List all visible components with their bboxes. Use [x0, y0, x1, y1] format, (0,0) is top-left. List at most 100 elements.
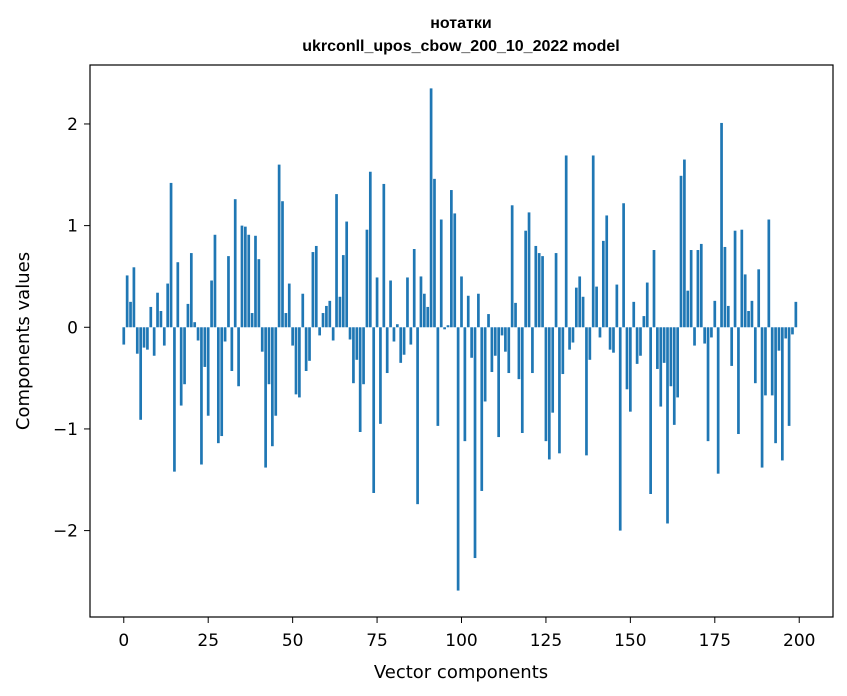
bar [183, 327, 186, 385]
bar [585, 327, 588, 456]
bar [375, 277, 379, 328]
bar [193, 322, 197, 328]
bar [652, 250, 656, 328]
bar [703, 327, 707, 344]
bar [132, 267, 136, 328]
bar [534, 245, 538, 328]
bar [629, 327, 632, 412]
bar [649, 327, 652, 494]
bar [672, 327, 676, 425]
bar [362, 327, 365, 385]
bar [564, 155, 568, 328]
x-tick-label: 0 [118, 631, 129, 651]
bar [635, 327, 639, 364]
bar [791, 327, 794, 335]
bar [571, 327, 575, 343]
bar [490, 327, 494, 373]
bar [764, 327, 767, 396]
bar [733, 230, 737, 328]
bar [531, 327, 534, 374]
bar [260, 327, 264, 352]
bar [601, 240, 605, 328]
bar [348, 327, 352, 340]
bar [331, 327, 335, 341]
bar [308, 327, 311, 361]
bar [662, 327, 666, 363]
bar [189, 253, 193, 328]
chart-title: нотатки [430, 15, 491, 32]
bar [517, 327, 521, 380]
bar [271, 327, 274, 447]
bar [341, 255, 345, 328]
y-axis-label: Components values [13, 252, 34, 430]
bar [760, 327, 764, 468]
bar [720, 122, 723, 328]
x-axis-label: Vector components [374, 662, 548, 683]
bar [240, 225, 244, 328]
bar [693, 327, 696, 346]
bar [514, 302, 517, 328]
bar [395, 324, 399, 328]
bar [689, 250, 693, 328]
bar [149, 306, 153, 328]
bar [699, 243, 703, 328]
bar [409, 327, 413, 345]
bar [233, 199, 237, 328]
x-tick-label: 125 [530, 631, 562, 651]
bar [335, 194, 338, 328]
bar [162, 327, 166, 346]
bar [625, 327, 629, 390]
bar [328, 300, 332, 328]
bar [210, 280, 213, 328]
bar [419, 276, 423, 328]
bar [156, 292, 159, 328]
bar [605, 215, 609, 328]
bar [304, 327, 308, 371]
bar [608, 327, 612, 350]
bar [750, 300, 754, 328]
y-axis-ticks: −2 −1 0 1 2 [53, 115, 90, 542]
bar [446, 325, 450, 328]
bar [443, 327, 446, 330]
bar [146, 327, 149, 350]
bar [669, 327, 673, 387]
bar [227, 256, 230, 328]
bar [696, 250, 700, 328]
bar [547, 327, 551, 460]
bar [142, 327, 146, 348]
bar [250, 313, 254, 328]
bar [173, 327, 176, 472]
bar [355, 327, 359, 360]
bar [497, 327, 500, 438]
bar [676, 327, 679, 398]
bar [196, 327, 200, 341]
bar [618, 327, 622, 531]
bar [392, 327, 396, 342]
bar [267, 327, 271, 385]
bar [345, 221, 349, 328]
bar [176, 262, 180, 328]
bar [747, 311, 750, 328]
bar [230, 327, 234, 371]
bar [281, 201, 284, 328]
bar [713, 300, 717, 328]
x-tick-label: 100 [445, 631, 477, 651]
bar [135, 327, 139, 354]
bar [152, 327, 156, 356]
bar [416, 327, 419, 505]
bar [389, 280, 392, 328]
bar [426, 306, 430, 328]
bar [554, 253, 558, 328]
bar [770, 327, 774, 396]
bar [159, 311, 163, 328]
bar [453, 213, 457, 328]
bar [206, 327, 210, 416]
bar [129, 301, 132, 328]
bar [558, 327, 561, 454]
bar [287, 283, 291, 328]
y-tick-label: 0 [67, 318, 78, 338]
bar [686, 290, 690, 328]
bar [784, 327, 788, 339]
